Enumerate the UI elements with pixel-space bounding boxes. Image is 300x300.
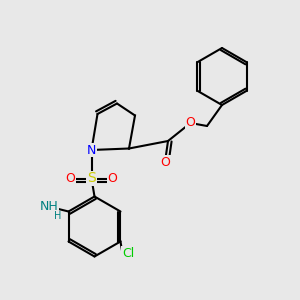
Text: NH: NH — [40, 200, 58, 214]
Text: Cl: Cl — [122, 247, 134, 260]
Text: O: O — [66, 172, 75, 185]
Text: H: H — [54, 211, 62, 221]
Text: N: N — [87, 143, 96, 157]
Text: O: O — [160, 155, 170, 169]
Text: S: S — [87, 172, 96, 185]
Text: O: O — [186, 116, 195, 130]
Text: O: O — [108, 172, 117, 185]
